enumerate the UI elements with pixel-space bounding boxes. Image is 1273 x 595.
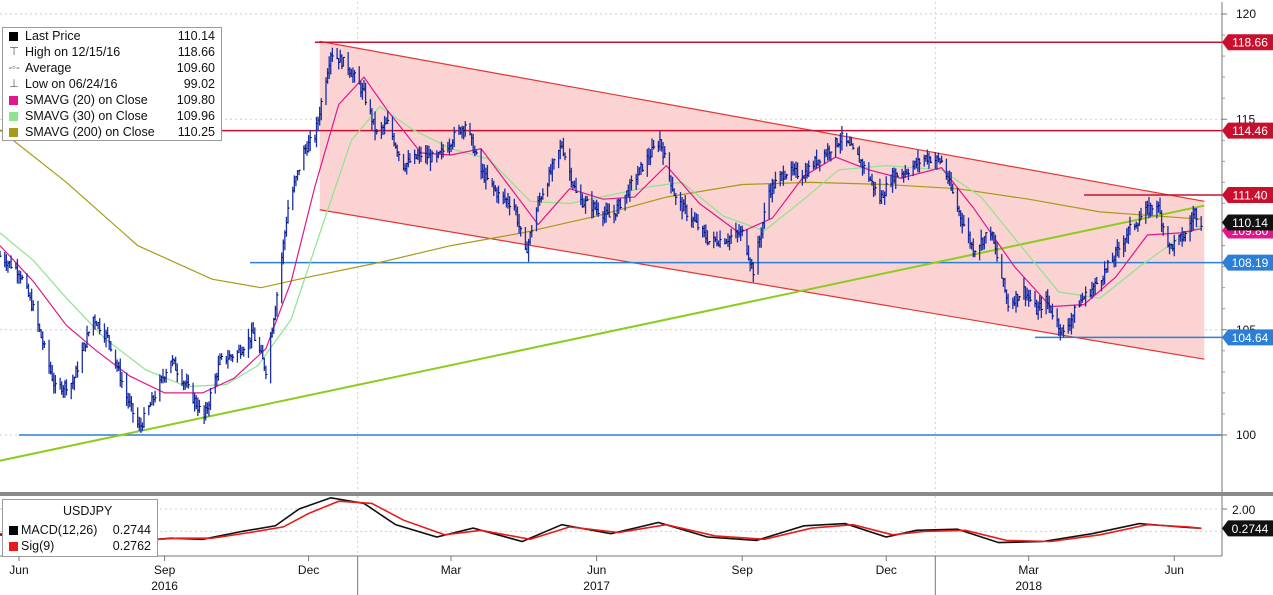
price-tag-label: 111.40 (1233, 189, 1268, 203)
price-tag-shape (1222, 254, 1273, 271)
price-bars (0, 47, 1203, 433)
macd-panel: 2.00 0.2744 (0, 496, 1273, 556)
legend-value: 109.96 (176, 109, 215, 123)
legend-sma30: SMAVG (30) on Close 109.96 (3, 108, 221, 124)
legend-sma200: SMAVG (200) on Close 110.25 (3, 124, 221, 140)
price-tag-label: 104.64 (1232, 331, 1269, 345)
legend-low: ⊥ Low on 06/24/16 99.02 (3, 76, 221, 92)
price-tag: 118.66 (1222, 34, 1273, 51)
macd-legend-title: USDJPY (63, 504, 113, 518)
price-tag-shape (1222, 122, 1273, 139)
x-month-label: Jun (1165, 563, 1184, 577)
price-tag-label: 118.66 (1232, 36, 1268, 50)
legend-swatch-sma200 (9, 128, 18, 137)
legend-swatch-macd (9, 526, 18, 535)
price-tag: 114.46 (1222, 122, 1273, 139)
legend-value: 109.80 (176, 93, 215, 107)
legend-value: 110.14 (177, 29, 215, 43)
y-tick-label: 100 (1236, 428, 1256, 442)
legend-value: 99.02 (183, 77, 215, 91)
legend-label: Last Price (25, 29, 81, 43)
x-month-label: Jun (9, 563, 28, 577)
x-month-label: Jun (587, 563, 606, 577)
legend-macd: MACD(12,26) 0.2744 (3, 522, 157, 538)
price-tag: 108.19 (1222, 254, 1273, 271)
macd-value-tag (1222, 520, 1273, 537)
legend-swatch-signal (9, 542, 18, 551)
price-tag-shape (1222, 329, 1273, 346)
x-month-label: Dec (876, 563, 897, 577)
price-legend: Last Price 110.14 ⊤ High on 12/15/16 118… (2, 27, 222, 141)
sma200-line (0, 129, 1202, 289)
x-year-label: 2016 (151, 579, 178, 593)
descending-channel (319, 41, 1205, 360)
high-marker-icon: ⊤ (9, 46, 19, 58)
signal-line (0, 500, 1202, 543)
price-tag: 110.14 (1222, 214, 1273, 231)
legend-value: 110.25 (177, 125, 215, 139)
legend-label: Low on 06/24/16 (25, 77, 118, 91)
legend-label: MACD(12,26) (21, 523, 98, 537)
average-marker-icon: -◦- (8, 62, 20, 74)
legend-label: High on 12/15/16 (25, 45, 121, 59)
price-tag-shape (1222, 214, 1273, 231)
x-month-label: Mar (1018, 563, 1039, 577)
macd-line (0, 496, 1202, 544)
channel-lower-line (319, 209, 1205, 360)
price-tag: 111.40 (1222, 187, 1273, 204)
legend-label: Average (25, 61, 72, 75)
legend-value: 118.66 (177, 45, 215, 59)
legend-label: SMAVG (20) on Close (25, 93, 148, 107)
panel-separator (0, 492, 1273, 496)
legend-label: SMAVG (200) on Close (25, 125, 155, 139)
sma30-line (0, 105, 1202, 388)
price-tag-label: 108.19 (1232, 256, 1269, 270)
sma20-line (0, 76, 1202, 394)
legend-swatch-sma20 (9, 96, 18, 105)
legend-label: Sig(9) (21, 539, 55, 553)
x-year-label: 2018 (1015, 579, 1042, 593)
y-tick-label: 120 (1236, 7, 1256, 21)
legend-swatch-last (9, 32, 18, 41)
legend-value: 109.60 (176, 61, 215, 75)
price-tag-label: 110.14 (1232, 216, 1268, 230)
legend-swatch-sma30 (9, 112, 18, 121)
legend-high: ⊤ High on 12/15/16 118.66 (3, 44, 221, 60)
price-tag-shape (1222, 34, 1273, 51)
legend-average: -◦- Average 109.60 (3, 60, 221, 76)
x-month-label: Sep (154, 563, 176, 577)
legend-last-price: Last Price 110.14 (3, 28, 221, 44)
low-marker-icon: ⊥ (9, 78, 19, 90)
macd-legend: USDJPY MACD(12,26) 0.2744 Sig(9) 0.2762 (2, 499, 158, 557)
macd-value-tag-label: 0.2744 (1232, 522, 1269, 536)
x-month-label: Mar (441, 563, 462, 577)
macd-y-tick-label: 2.00 (1232, 503, 1256, 517)
x-year-label: 2017 (583, 579, 610, 593)
legend-value: 0.2762 (112, 539, 151, 553)
price-tag-label: 114.46 (1232, 124, 1268, 138)
price-tag: 104.64 (1222, 329, 1273, 346)
x-month-label: Dec (298, 563, 319, 577)
price-tag-shape (1222, 187, 1273, 204)
legend-sma20: SMAVG (20) on Close 109.80 (3, 92, 221, 108)
legend-label: SMAVG (30) on Close (25, 109, 148, 123)
legend-signal: Sig(9) 0.2762 (3, 538, 157, 554)
legend-value: 0.2744 (112, 523, 151, 537)
x-month-label: Sep (732, 563, 754, 577)
channel-upper-line (319, 40, 1205, 202)
